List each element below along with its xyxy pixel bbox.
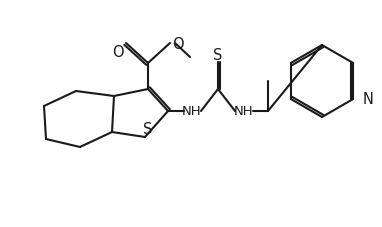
Text: N: N: [362, 92, 373, 107]
Text: S: S: [143, 122, 153, 137]
Text: NH: NH: [234, 105, 254, 118]
Text: O: O: [112, 44, 124, 59]
Text: S: S: [213, 47, 223, 62]
Text: O: O: [172, 36, 184, 51]
Text: NH: NH: [182, 105, 202, 118]
